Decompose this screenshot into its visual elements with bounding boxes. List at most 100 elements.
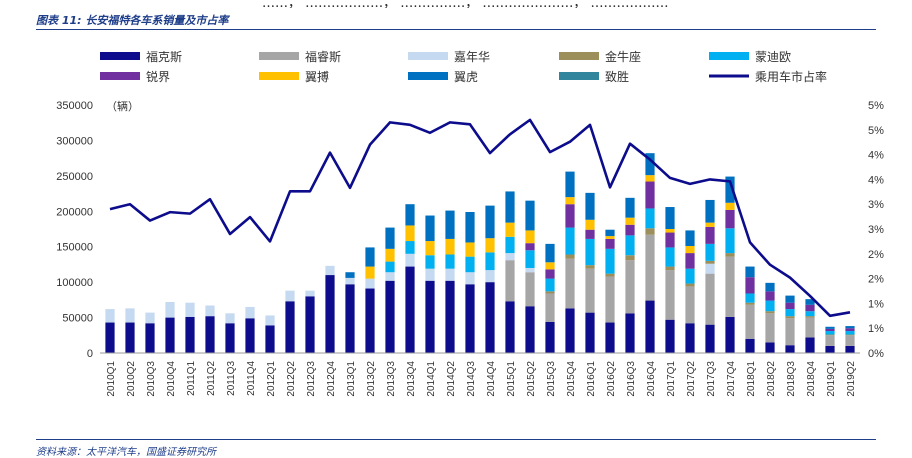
- x-tick-label: 2015Q3: [546, 361, 557, 397]
- bar-segment: [605, 273, 615, 277]
- bar-segment: [105, 309, 115, 323]
- bar-segment: [625, 217, 635, 225]
- bar-segment: [745, 302, 755, 305]
- x-tick-label: 2012Q2: [286, 361, 297, 397]
- x-tick-label: 2014Q2: [446, 361, 457, 397]
- bar-segment: [385, 227, 395, 249]
- bar-segment: [565, 258, 575, 309]
- bar-segment: [585, 312, 595, 353]
- bar-segment: [805, 317, 815, 338]
- bar-segment: [545, 293, 555, 322]
- bar-segment: [745, 338, 755, 353]
- bar-segment: [565, 204, 575, 228]
- bar-segment: [345, 284, 355, 353]
- bar-segment: [545, 278, 555, 292]
- bar-segment: [465, 256, 475, 273]
- bar-segment: [465, 242, 475, 257]
- bar-segment: [505, 260, 515, 302]
- bar-segment: [785, 295, 795, 303]
- x-tick-label: 2016Q3: [626, 361, 637, 397]
- x-tick-label: 2016Q2: [606, 361, 617, 397]
- bar-segment: [705, 263, 715, 274]
- x-tick-label: 2010Q4: [166, 361, 177, 397]
- y-right-tick-label: 5%: [868, 100, 884, 112]
- x-tick-label: 2010Q2: [126, 361, 137, 397]
- legend-swatch: [259, 72, 299, 80]
- bar-segment: [605, 238, 615, 249]
- bar-segment: [405, 225, 415, 242]
- y-right-tick-label: 4%: [868, 174, 884, 186]
- bar-segment: [825, 334, 835, 336]
- bar-segment: [725, 228, 735, 254]
- bar-segment: [505, 222, 515, 237]
- y-left-tick-label: 150000: [56, 242, 93, 254]
- bar-segment: [725, 256, 735, 317]
- y-right-tick-label: 2%: [868, 274, 884, 286]
- bar-segment: [725, 209, 735, 229]
- bar-segment: [545, 291, 555, 294]
- bar-segment: [325, 265, 335, 276]
- x-tick-label: 2015Q4: [566, 361, 577, 397]
- x-tick-label: 2017Q2: [686, 361, 697, 397]
- bar-segment: [725, 253, 735, 257]
- legend-swatch: [100, 52, 140, 60]
- x-tick-label: 2015Q2: [526, 361, 537, 397]
- legend-label: 金牛座: [605, 49, 641, 64]
- bar-segment: [565, 254, 575, 259]
- bar-segment: [745, 293, 755, 303]
- y-right-tick-label: 0%: [868, 348, 884, 360]
- bar-segment: [485, 282, 495, 353]
- legend-label: 致胜: [605, 69, 629, 84]
- bar-segment: [405, 241, 415, 254]
- bar-segment: [605, 236, 615, 239]
- bar-segment: [645, 175, 655, 182]
- bar-segment: [685, 268, 695, 284]
- bar-segment: [845, 335, 855, 346]
- y-right-tick-label: 3%: [868, 224, 884, 236]
- bar-segment: [565, 308, 575, 353]
- x-tick-label: 2017Q4: [726, 361, 737, 397]
- x-tick-label: 2014Q4: [486, 361, 497, 397]
- bar-segment: [685, 286, 695, 324]
- bar-segment: [285, 290, 295, 302]
- legend-swatch: [709, 52, 749, 60]
- y-left-tick-label: 0: [87, 348, 93, 360]
- bar-segment: [665, 232, 675, 248]
- bar-segment: [765, 311, 775, 314]
- bar-segment: [405, 266, 415, 353]
- bar-segment: [785, 302, 795, 310]
- bar-segment: [565, 197, 575, 205]
- legend-label: 乘用车市占率: [755, 69, 827, 84]
- bar-segment: [205, 305, 215, 317]
- legend-label: 福睿斯: [305, 49, 341, 64]
- bar-segment: [845, 334, 855, 336]
- bar-segment: [765, 300, 775, 312]
- bar-segment: [665, 207, 675, 229]
- bar-segment: [705, 199, 715, 223]
- x-tick-label: 2012Q1: [266, 361, 277, 397]
- bar-segment: [285, 301, 295, 353]
- x-tick-label: 2018Q2: [766, 361, 777, 397]
- bar-segment: [705, 222, 715, 227]
- bar-segment: [445, 280, 455, 353]
- bar-segment: [505, 301, 515, 353]
- share-line-path: [109, 118, 851, 318]
- bar-segment: [625, 235, 635, 256]
- bar-segment: [685, 283, 695, 287]
- legend-label: 蒙迪欧: [755, 50, 791, 64]
- bar-segment: [245, 306, 255, 319]
- bar-segment: [725, 176, 735, 203]
- legend-swatch: [408, 52, 448, 60]
- bar-segment: [525, 230, 535, 244]
- bar-segment: [265, 325, 275, 353]
- x-tick-label: 2010Q3: [146, 361, 157, 397]
- bar-segment: [125, 308, 135, 323]
- bar-segment: [665, 319, 675, 353]
- bar-segment: [765, 291, 775, 301]
- bar-segment: [805, 311, 815, 317]
- bar-segment: [725, 202, 735, 210]
- bar-segment: [265, 315, 275, 326]
- y-right-tick-label: 2%: [868, 249, 884, 261]
- y-axis-left-ticks: 0 50000 100000 150000 200000 250000 300000 3500…: [56, 100, 93, 360]
- x-tick-label: 2013Q4: [406, 361, 417, 397]
